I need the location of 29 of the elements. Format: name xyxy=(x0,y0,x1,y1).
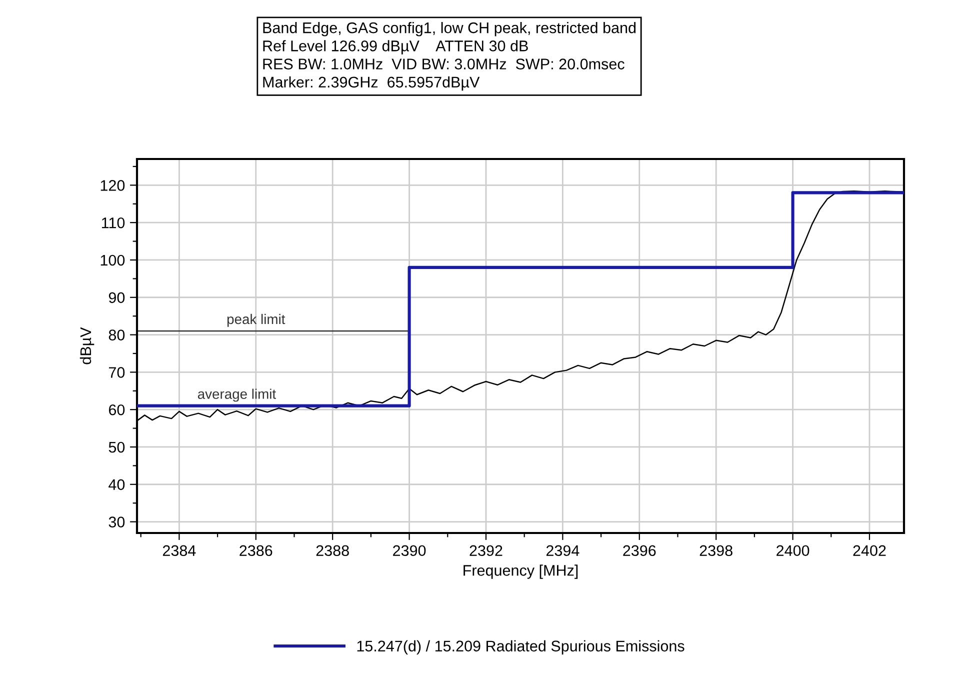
y-tick-label: 110 xyxy=(102,217,125,228)
x-tick-label: 2388 xyxy=(316,545,349,556)
y-tick-label: 100 xyxy=(100,254,125,266)
x-tick-label: 2392 xyxy=(470,545,502,556)
y-tick-label: 60 xyxy=(108,404,125,416)
x-tick-label: 2394 xyxy=(546,545,580,556)
y-tick-label: 30 xyxy=(108,516,125,528)
x-axis-title: Frequency [MHz] xyxy=(464,564,578,579)
x-tick-label: 2386 xyxy=(240,545,272,556)
annotation: peak limit xyxy=(227,314,286,327)
y-tick-label: 40 xyxy=(108,479,125,490)
text: RES BW: 1.0MHz VID BW: 3.0MHz SWP: 20.0msec xyxy=(263,58,624,70)
x-tick-label: 2400 xyxy=(776,545,810,556)
x-tick-label: 2390 xyxy=(393,545,426,556)
y-tick-label: 120 xyxy=(100,180,125,191)
y-tick-label: 90 xyxy=(108,292,125,304)
text: Band Edge, GAS config1, low CH peak, restricted band xyxy=(263,22,636,36)
y-tick-label: 80 xyxy=(108,330,125,340)
x-tick-label: 2396 xyxy=(623,545,656,556)
x-tick-label: 2398 xyxy=(700,545,732,556)
x-tick-label: 2384 xyxy=(162,545,196,556)
legend-label: 15.247(d) / 15.209 Radiated Spurious Emissions xyxy=(357,640,684,654)
x-tick-label: 2402 xyxy=(853,545,886,556)
y-axis-title: dBµV xyxy=(80,327,94,364)
y-tick-label: 70 xyxy=(108,367,125,378)
text: Marker: 2.39GHz 65.5957dBµV xyxy=(263,76,480,91)
annotation: average limit xyxy=(198,388,276,402)
text: Ref Level 126.99 dBµV ATTEN 30 dB xyxy=(263,40,528,54)
y-tick-label: 50 xyxy=(108,442,125,453)
